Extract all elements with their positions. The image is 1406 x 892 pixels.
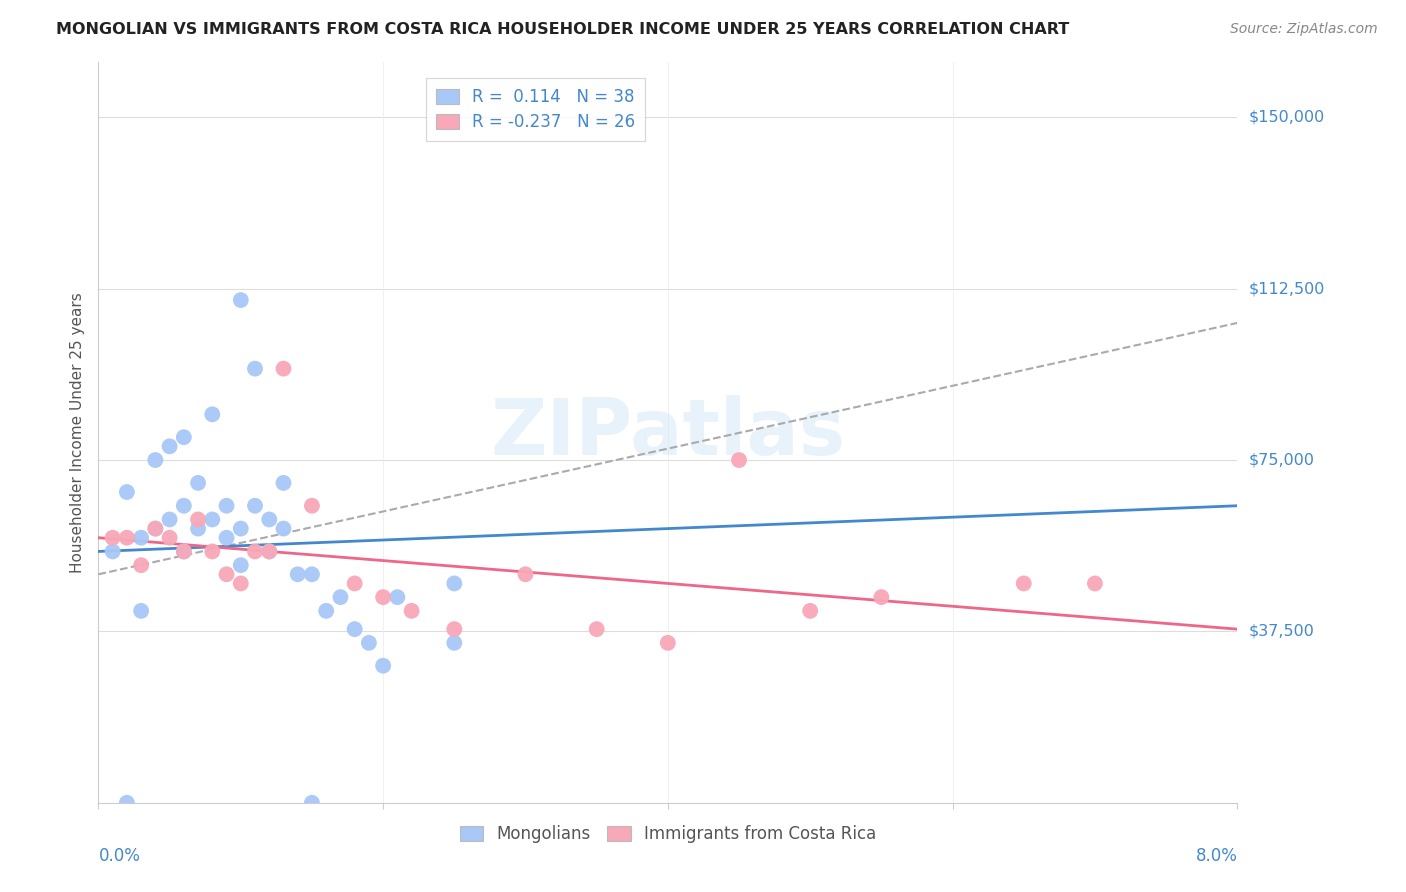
Point [215,531,238,545]
Point [371,658,394,673]
Point [273,361,295,376]
Point [315,604,337,618]
Text: 0.0%: 0.0% [98,847,141,865]
Point [145,453,167,467]
Point [187,522,209,536]
Point [129,604,152,618]
Point [259,512,281,526]
Point [145,522,167,536]
Point [259,544,281,558]
Point [159,512,181,526]
Text: Source: ZipAtlas.com: Source: ZipAtlas.com [1230,22,1378,37]
Point [585,622,607,636]
Point [229,558,252,573]
Point [145,522,167,536]
Point [301,499,323,513]
Point [273,522,295,536]
Point [243,544,266,558]
Point [357,636,380,650]
Text: $150,000: $150,000 [1249,110,1324,125]
Point [401,604,423,618]
Point [343,622,366,636]
Point [301,567,323,582]
Point [728,453,751,467]
Point [243,361,266,376]
Point [301,796,323,810]
Point [243,499,266,513]
Point [229,522,252,536]
Point [273,475,295,490]
Point [215,499,238,513]
Point [387,590,409,604]
Point [443,622,465,636]
Point [187,475,209,490]
Text: $37,500: $37,500 [1249,624,1315,639]
Point [1012,576,1035,591]
Point [187,512,209,526]
Point [129,558,152,573]
Point [343,576,366,591]
Point [259,544,281,558]
Point [115,531,138,545]
Legend: Mongolians, Immigrants from Costa Rica: Mongolians, Immigrants from Costa Rica [453,819,883,850]
Point [173,499,195,513]
Point [329,590,352,604]
Point [870,590,893,604]
Point [115,485,138,500]
Point [229,293,252,307]
Point [173,544,195,558]
Y-axis label: Householder Income Under 25 years: Householder Income Under 25 years [69,293,84,573]
Point [515,567,537,582]
Point [371,590,394,604]
Text: 8.0%: 8.0% [1195,847,1237,865]
Point [159,531,181,545]
Point [229,576,252,591]
Point [443,636,465,650]
Point [215,567,238,582]
Point [201,512,224,526]
Point [201,408,224,422]
Point [443,576,465,591]
Text: MONGOLIAN VS IMMIGRANTS FROM COSTA RICA HOUSEHOLDER INCOME UNDER 25 YEARS CORREL: MONGOLIAN VS IMMIGRANTS FROM COSTA RICA … [56,22,1070,37]
Point [287,567,309,582]
Point [101,531,124,545]
Point [159,439,181,453]
Text: $112,500: $112,500 [1249,281,1324,296]
Point [173,544,195,558]
Point [201,544,224,558]
Point [799,604,821,618]
Point [101,544,124,558]
Point [657,636,679,650]
Point [173,430,195,444]
Text: ZIPatlas: ZIPatlas [491,394,845,471]
Point [1084,576,1107,591]
Point [129,531,152,545]
Text: $75,000: $75,000 [1249,452,1315,467]
Point [115,796,138,810]
